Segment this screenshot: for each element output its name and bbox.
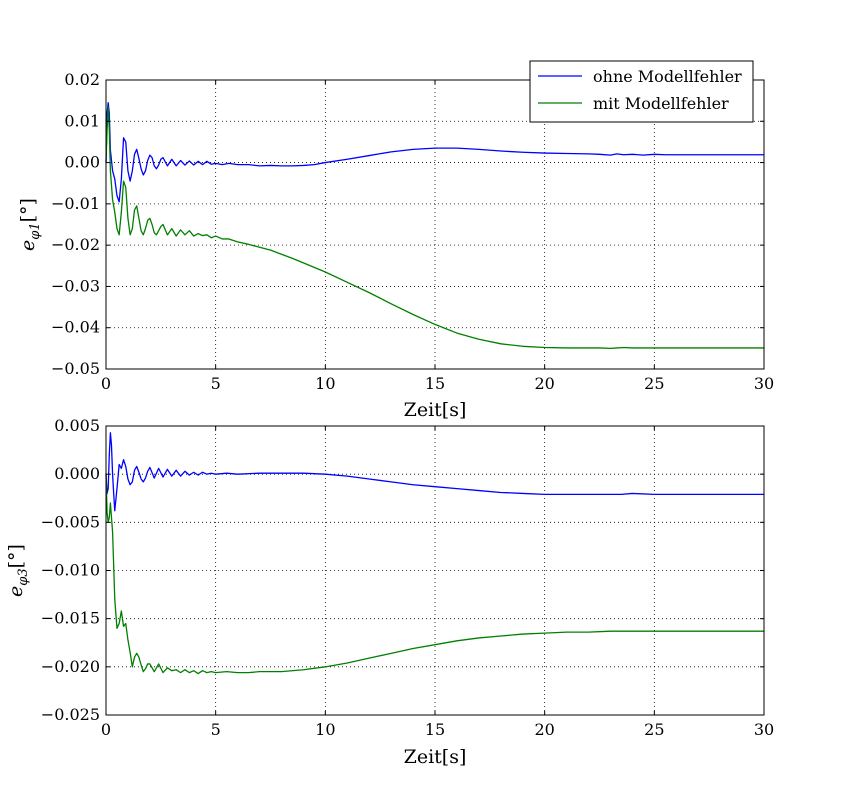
x-tick-label: 15 xyxy=(425,374,445,393)
y-tick-label: −0.005 xyxy=(41,512,100,531)
x-tick-label: 5 xyxy=(211,374,221,393)
series-line-mit-modellfehler xyxy=(105,106,764,350)
y-tick-label: −0.02 xyxy=(51,235,100,254)
y-axis-label-sub: φ3 xyxy=(16,568,31,585)
x-tick-label: 25 xyxy=(644,374,664,393)
y-tick-label: −0.020 xyxy=(41,657,100,676)
x-axis-label: Zeit[s] xyxy=(404,746,467,768)
x-tick-label: 15 xyxy=(425,720,445,739)
y-axis-label-main: e xyxy=(5,586,27,597)
y-axis-label: eφ1[°] xyxy=(17,198,43,251)
y-tick-label: −0.025 xyxy=(41,705,100,724)
x-tick-label: 10 xyxy=(315,720,335,739)
x-tick-label: 0 xyxy=(101,720,111,739)
y-axis-label-sub: φ1 xyxy=(28,222,43,239)
y-tick-label: −0.015 xyxy=(41,609,100,628)
y-tick-label: 0.02 xyxy=(64,70,100,89)
x-tick-label: 5 xyxy=(211,720,221,739)
y-axis-label-unit: [°] xyxy=(17,198,39,222)
y-axis-label: eφ3[°] xyxy=(5,544,31,597)
x-tick-label: 30 xyxy=(754,374,774,393)
series-line-ohne-modellfehler xyxy=(105,102,764,203)
legend: ohne Modellfehler mit Modellfehler xyxy=(529,60,754,123)
x-tick-label: 10 xyxy=(315,374,335,393)
x-tick-label: 20 xyxy=(534,720,554,739)
legend-box xyxy=(529,60,754,123)
legend-label: ohne Modellfehler xyxy=(593,67,742,86)
x-tick-label: 0 xyxy=(101,374,111,393)
y-tick-label: 0.000 xyxy=(54,464,100,483)
x-tick-label: 30 xyxy=(754,720,774,739)
plot-panel-1: 0 5 10 15 20 25 30 −0.05 −0.04 −0.03 −0.02 −0.01 0.0… xyxy=(17,60,774,421)
y-tick-label: 0.005 xyxy=(54,416,100,435)
y-axis-label-unit: [°] xyxy=(5,544,27,568)
y-tick-label: 0.01 xyxy=(64,111,100,130)
x-tick-label: 25 xyxy=(644,720,664,739)
y-tick-label: −0.04 xyxy=(51,318,100,337)
y-tick-label: −0.01 xyxy=(51,194,100,213)
series-line-ohne-modellfehler xyxy=(105,432,764,512)
y-tick-label: −0.010 xyxy=(41,561,100,580)
series-line-mit-modellfehler xyxy=(105,474,764,675)
y-axis-label-main: e xyxy=(17,240,39,251)
x-axis-label: Zeit[s] xyxy=(404,399,467,421)
legend-label: mit Modellfehler xyxy=(593,94,729,113)
grid xyxy=(106,80,764,369)
plot-panel-2: 0 5 10 15 20 25 30 −0.025 −0.020 −0.015 −0.010 −0.0… xyxy=(5,416,774,768)
y-tick-label: −0.05 xyxy=(51,359,100,378)
x-tick-label: 20 xyxy=(534,374,554,393)
y-tick-label: 0.00 xyxy=(64,153,100,172)
y-tick-label: −0.03 xyxy=(51,276,100,295)
